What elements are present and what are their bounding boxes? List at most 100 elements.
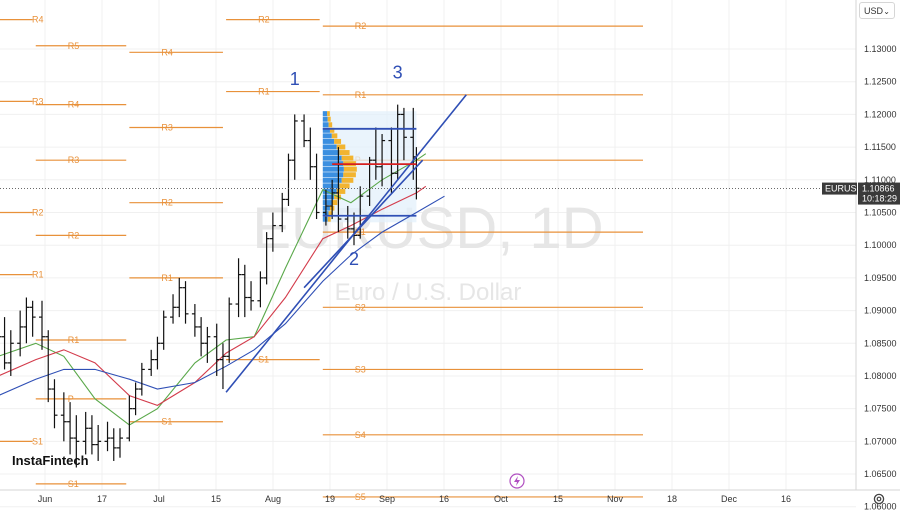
- ohlc-bar: [60, 392, 67, 442]
- pivot-label: R1: [68, 335, 80, 345]
- watermark-name: Euro / U.S. Dollar: [335, 279, 522, 306]
- wave-label: 3: [393, 62, 403, 82]
- y-tick-label: 1.08500: [864, 338, 897, 348]
- ohlc-bar: [301, 114, 308, 148]
- pivot-label: R3: [161, 123, 173, 133]
- y-tick-label: 1.07500: [864, 404, 897, 414]
- sma-line: [0, 153, 427, 426]
- ohlc-bar: [39, 300, 45, 350]
- vp-bar-orange: [329, 127, 335, 133]
- pivot-label: R2: [161, 198, 173, 208]
- ohlc-bar: [82, 411, 89, 455]
- ohlc-bar: [357, 186, 364, 239]
- x-tick-label: 16: [781, 494, 791, 504]
- vp-bar-orange: [339, 183, 350, 189]
- y-tick-label: 1.11500: [864, 142, 896, 152]
- vp-bar-orange: [328, 211, 333, 217]
- wave-label: 1: [290, 69, 300, 89]
- sma-line: [0, 195, 445, 396]
- vp-bar-orange: [331, 133, 338, 139]
- pivot-label: S3: [355, 364, 366, 374]
- pivot-label: S1: [258, 355, 269, 365]
- x-tick-label: 16: [439, 494, 449, 504]
- ohlc-bar: [400, 107, 407, 161]
- ohlc-bar: [0, 336, 2, 338]
- brand-logo: InstaFintech: [12, 453, 89, 468]
- ohlc-bar: [366, 156, 373, 206]
- vp-bar-blue: [322, 216, 328, 222]
- ohlc-bar: [335, 147, 342, 233]
- vp-bar-blue: [322, 122, 329, 128]
- x-tick-label: 15: [211, 494, 221, 504]
- vp-bar-blue: [322, 200, 332, 206]
- ohlc-bar: [1, 317, 8, 370]
- pivot-label: R2: [355, 21, 367, 31]
- vp-bar-blue: [322, 155, 342, 161]
- ohlc-bar: [257, 271, 264, 308]
- pivot-label: R3: [32, 96, 44, 106]
- y-tick-label: 1.06500: [864, 469, 897, 479]
- vp-bar-blue: [322, 127, 330, 133]
- last-price-label: 1.10866: [862, 184, 895, 194]
- vp-bar-blue: [322, 150, 340, 156]
- symbol-tag: EURUSD: [825, 184, 864, 194]
- ohlc-bar: [219, 343, 226, 390]
- ohlc-bar: [67, 402, 74, 455]
- ohlc-bar: [45, 330, 52, 403]
- drawings[interactable]: [225, 94, 467, 393]
- vp-bar-blue: [322, 172, 344, 178]
- currency-label: USD: [864, 6, 884, 16]
- x-tick-label: Oct: [494, 494, 509, 504]
- ohlc-bar: [263, 232, 270, 285]
- pivot-label: S2: [355, 302, 366, 312]
- vp-bar-blue: [322, 166, 344, 172]
- vp-bar-blue: [322, 194, 335, 200]
- vp-bar-orange: [343, 172, 356, 178]
- x-tick-label: Nov: [607, 494, 624, 504]
- ohlc-bar: [285, 153, 292, 206]
- lightning-icon[interactable]: [509, 473, 525, 489]
- vp-bar-orange: [341, 155, 354, 161]
- ohlc-bar: [269, 212, 276, 252]
- ohlc-bar: [148, 349, 155, 376]
- x-tick-label: 18: [667, 494, 677, 504]
- ohlc-bar: [235, 258, 242, 318]
- last-price-box: [858, 182, 900, 205]
- pivot-label: S4: [355, 430, 366, 440]
- vp-bar-orange: [336, 144, 346, 150]
- vp-bar-orange: [334, 138, 342, 144]
- x-tick-label: 15: [553, 494, 563, 504]
- ohlc-bar: [17, 310, 24, 357]
- vp-bar-blue: [322, 133, 332, 139]
- price-bars: [0, 104, 420, 468]
- x-tick-label: 19: [325, 494, 335, 504]
- x-tick-label: Aug: [265, 494, 281, 504]
- ohlc-bar: [117, 428, 123, 458]
- pivot-label: R2: [258, 15, 270, 25]
- ohlc-bar: [176, 277, 183, 318]
- pivot-label: R4: [68, 100, 80, 110]
- currency-selector[interactable]: USD ⌄: [859, 2, 895, 19]
- gear-icon[interactable]: [872, 492, 886, 506]
- ohlc-bar: [241, 264, 248, 318]
- ohlc-bar: [198, 317, 205, 357]
- vp-bar-orange: [339, 150, 350, 156]
- ohlc-bar: [73, 415, 80, 468]
- ohlc-bar: [344, 205, 351, 239]
- ohlc-bar: [394, 104, 401, 180]
- y-tick-label: 1.13000: [864, 44, 897, 54]
- pivot-label: S1: [32, 436, 43, 446]
- ohlc-bar: [88, 415, 95, 455]
- ohlc-bar: [110, 428, 117, 461]
- y-tick-label: 1.06000: [864, 502, 897, 510]
- pivot-label: R2: [68, 230, 80, 240]
- vp-bar-blue: [322, 183, 340, 189]
- ohlc-bar: [191, 304, 198, 337]
- ohlc-bar: [351, 212, 357, 246]
- pivot-label: R1: [161, 273, 173, 283]
- ohlc-bar: [138, 362, 145, 396]
- ohlc-bar: [329, 179, 336, 220]
